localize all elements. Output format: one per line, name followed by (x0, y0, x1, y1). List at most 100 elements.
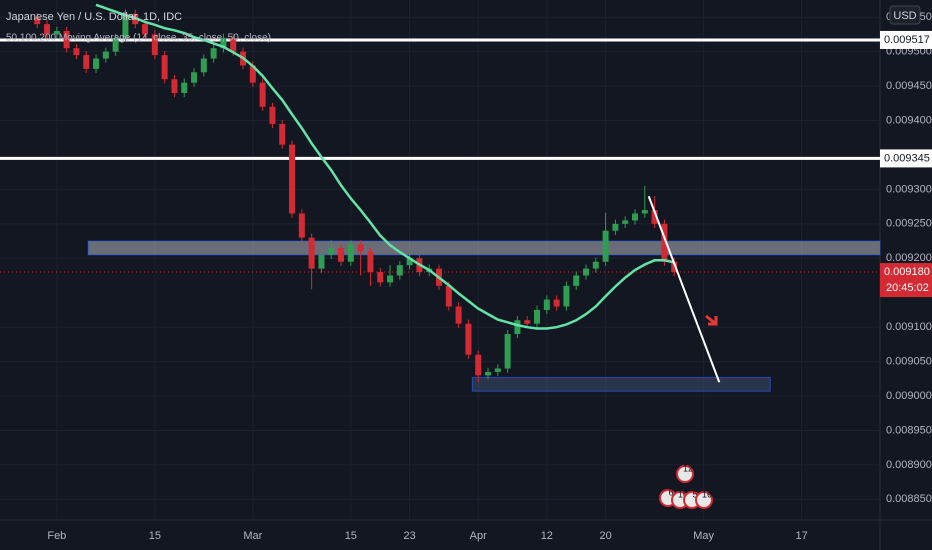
candle-body (102, 51, 109, 59)
candle-body (406, 258, 413, 266)
event-icon (676, 465, 694, 483)
candle-body (122, 13, 129, 38)
countdown-label: 20:45:02 (886, 282, 929, 294)
candle-body (651, 210, 658, 224)
candle-body (553, 299, 560, 307)
candle-body (73, 48, 80, 56)
candle-body (357, 244, 364, 252)
zone (87, 240, 881, 256)
candle-body (289, 144, 296, 214)
x-tick-label: 17 (795, 530, 807, 542)
x-tick-label: May (693, 530, 714, 542)
candle-body (455, 306, 462, 324)
candle-body (377, 272, 384, 283)
currency-label[interactable]: USD (893, 10, 916, 22)
candle-body (514, 320, 521, 335)
y-tick-label: 0.009000 (886, 390, 932, 402)
candle-body (230, 37, 237, 52)
candle-body (210, 48, 217, 59)
candle-body (308, 237, 315, 269)
candle-body (534, 309, 541, 324)
candle-body (632, 213, 639, 221)
candle-body (583, 268, 590, 276)
candle-body (592, 261, 599, 269)
y-tick-label: 0.009450 (886, 80, 932, 92)
y-tick-label: 0.008850 (886, 493, 932, 505)
candle-body (279, 123, 286, 145)
candle-body (34, 17, 41, 25)
plot (0, 0, 881, 520)
event-icon (695, 491, 713, 509)
candle-body (318, 254, 325, 269)
candle-body (465, 323, 472, 355)
last-price-box (880, 263, 932, 298)
x-tick-label: 15 (149, 530, 161, 542)
event-label: 12 (683, 463, 693, 473)
candle-body (602, 230, 609, 262)
y-tick-label: 0.008950 (886, 424, 932, 436)
x-tick-label: Feb (47, 530, 66, 542)
x-tick-label: Mar (243, 530, 262, 542)
candle-body (504, 334, 511, 369)
zone (471, 376, 771, 392)
candle-body (524, 320, 531, 324)
candle-body (543, 299, 550, 310)
candle-body (171, 79, 178, 93)
trend-line (647, 195, 721, 383)
candle-body (347, 244, 354, 262)
candle-body (563, 285, 570, 307)
candle-body (367, 251, 374, 273)
candle-body (445, 285, 452, 307)
candle-body (93, 58, 100, 69)
candle-body (328, 247, 335, 255)
candle-body (220, 37, 227, 49)
candle-body (671, 261, 678, 273)
candle-body (573, 275, 580, 286)
candle-body (191, 72, 198, 83)
candle-body (485, 371, 492, 376)
candle-body (396, 265, 403, 276)
candle-body (249, 65, 256, 83)
moving-average (95, 3, 675, 330)
candle-body (161, 55, 168, 80)
candle-body (181, 82, 188, 93)
indicator-legend: 50,100,200 Moving Average (14, close, 35… (6, 33, 271, 44)
arrow-icon (705, 314, 718, 326)
candle-body (63, 30, 70, 49)
candle-body (475, 354, 482, 376)
candle-body (298, 213, 305, 238)
candle-body (269, 106, 276, 124)
level-label: 0.009517 (884, 34, 930, 46)
y-tick-label: 0.009200 (886, 252, 932, 264)
level-label: 0.009345 (884, 152, 930, 164)
event-label: 5 (692, 489, 697, 499)
candle-body (494, 368, 501, 372)
currency-button[interactable] (889, 5, 921, 25)
overlay: 0.0095500.0095000.0094500.0094000.009300… (47, 11, 932, 542)
x-tick-label: 12 (541, 530, 553, 542)
candle-body (259, 82, 266, 107)
x-tick-label: 15 (345, 530, 357, 542)
y-tick-label: 0.009100 (886, 321, 932, 333)
candle-body (612, 223, 619, 231)
candle-body (112, 37, 119, 52)
y-tick-label: 0.008900 (886, 459, 932, 471)
y-tick-label: 0.009050 (886, 355, 932, 367)
candle-body (53, 30, 60, 35)
y-tick-label: 0.009400 (886, 114, 932, 126)
event-label: 6 (668, 487, 673, 497)
level-label-box (880, 30, 932, 49)
x-tick-label: 23 (403, 530, 415, 542)
candle-body (338, 247, 345, 262)
event-label: 10 (678, 489, 688, 499)
candle-body (641, 210, 648, 214)
candle-body (200, 58, 207, 73)
candle-body (661, 223, 668, 262)
y-tick-label: 0.009250 (886, 218, 932, 230)
x-tick-label: Apr (470, 530, 487, 542)
candle-body (387, 275, 394, 283)
y-tick-label: 0.009300 (886, 183, 932, 195)
event-label: 16 (702, 489, 712, 499)
